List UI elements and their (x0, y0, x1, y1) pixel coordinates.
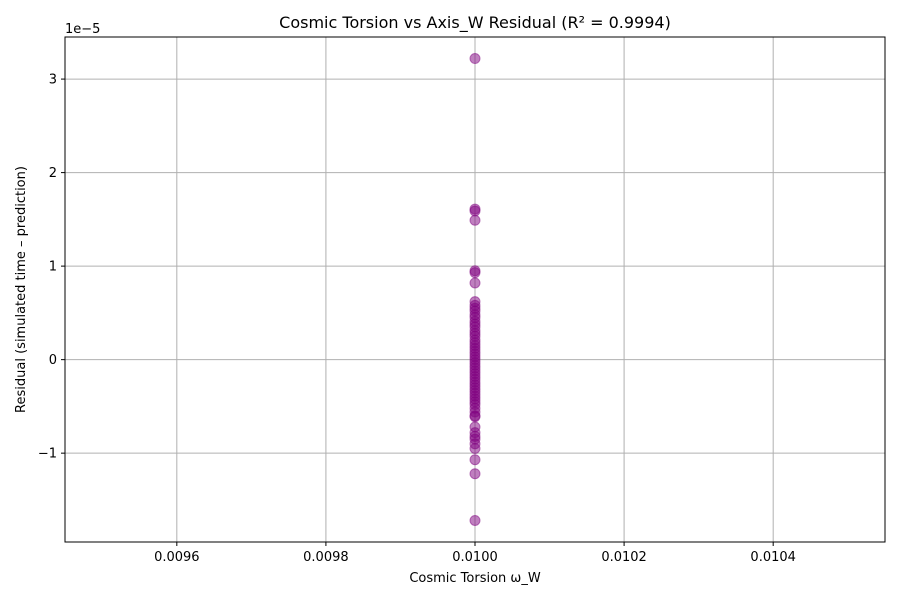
chart-title: Cosmic Torsion vs Axis_W Residual (R² = … (279, 13, 671, 33)
data-point (469, 53, 481, 65)
data-point (469, 267, 481, 279)
x-axis-label: Cosmic Torsion ω_W (409, 571, 540, 586)
grid-lines (65, 37, 885, 542)
data-point (469, 205, 481, 217)
y-tick-label: 3 (49, 73, 57, 88)
x-tick-label: 0.0098 (303, 550, 349, 565)
x-tick-label: 0.0104 (750, 550, 796, 565)
data-points (469, 53, 481, 526)
data-point (469, 277, 481, 289)
y-tick-label: 0 (49, 353, 57, 368)
y-axis-label: Residual (simulated time – prediction) (14, 166, 29, 413)
x-tick-label: 0.0096 (154, 550, 200, 565)
data-point (469, 454, 481, 466)
x-tick-label: 0.0102 (601, 550, 647, 565)
data-point (469, 214, 481, 226)
data-point (469, 468, 481, 480)
data-point (469, 442, 481, 454)
data-point (469, 514, 481, 526)
x-axis-ticks: 0.0096 0.0098 0.0100 0.0102 0.0104 (154, 542, 796, 565)
y-tick-label: −1 (38, 447, 57, 462)
data-point (469, 411, 481, 423)
y-tick-label: 1 (49, 260, 57, 275)
y-axis-ticks: −1 0 1 2 3 (38, 73, 65, 462)
y-tick-label: 2 (49, 166, 57, 181)
x-tick-label: 0.0100 (452, 550, 498, 565)
y-offset-label: 1e−5 (65, 22, 100, 37)
